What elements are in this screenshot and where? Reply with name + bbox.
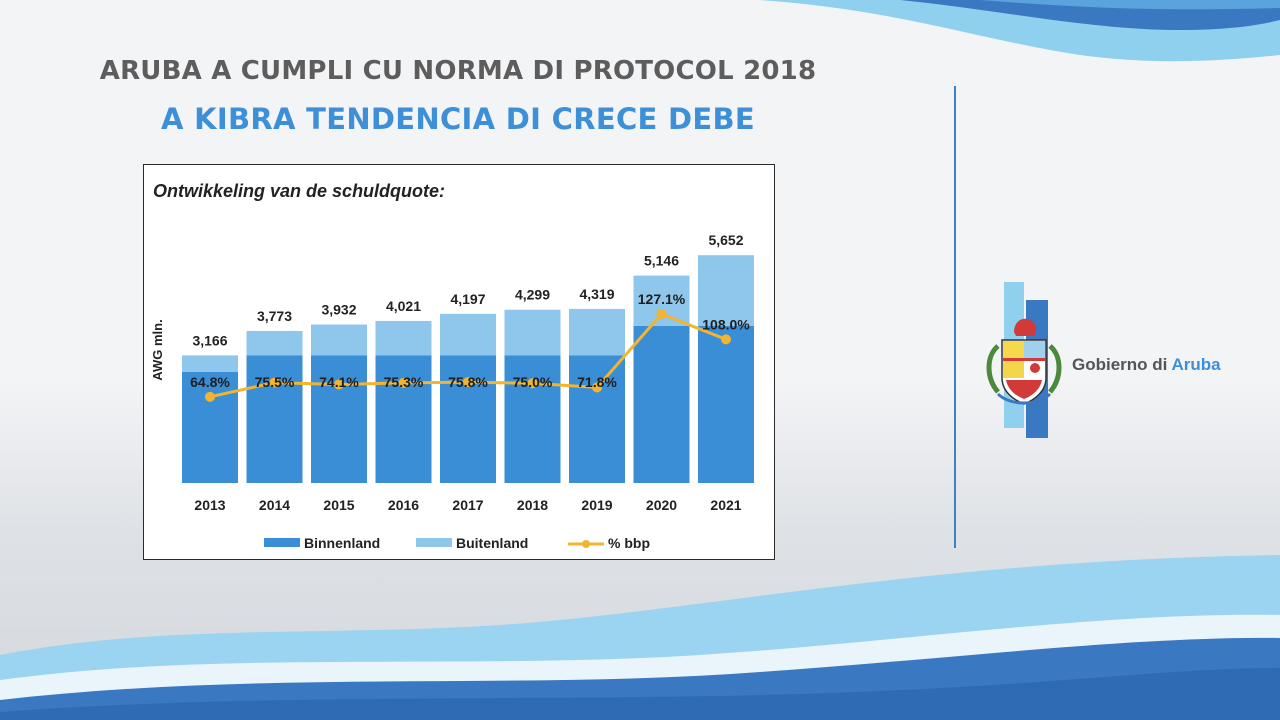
total-label-2015: 3,932	[321, 302, 356, 318]
x-tick-label-2018: 2018	[517, 497, 548, 513]
total-label-2021: 5,652	[708, 232, 743, 248]
bar-buitenland-2018	[504, 309, 561, 356]
ratio-point-2019	[592, 382, 602, 393]
x-tick-label-2015: 2015	[323, 497, 354, 513]
legend-label-binnenland: Binnenland	[304, 535, 380, 551]
y-axis-label: AWG mln.	[150, 319, 165, 380]
top-wave-edge	[980, 0, 1280, 10]
brand-name: Gobierno di Aruba	[1072, 355, 1221, 375]
shield-q3	[1003, 359, 1024, 378]
ratio-label-2013: 64.8%	[190, 374, 230, 390]
vertical-divider	[954, 86, 956, 548]
bar-binnenland-2018	[504, 355, 561, 483]
ratio-point-2016	[398, 377, 409, 388]
ratio-point-2013	[205, 391, 215, 402]
shield-base	[1006, 380, 1042, 399]
legend-swatch-binnenland	[264, 538, 300, 547]
slide-title: ARUBA A CUMPLI CU NORMA DI PROTOCOL 2018	[99, 56, 817, 86]
total-label-2013: 3,166	[192, 332, 227, 348]
legend-marker-ratio	[582, 540, 590, 548]
ratio-point-2014	[269, 377, 280, 388]
x-tick-label-2021: 2021	[710, 497, 741, 513]
bar-buitenland-2016	[375, 320, 432, 356]
bottom-wave-mid	[0, 668, 1280, 720]
ribbon	[996, 392, 1052, 405]
legend-label-buitenland: Buitenland	[456, 535, 528, 551]
x-tick-label-2014: 2014	[259, 497, 290, 513]
bar-binnenland-2015	[311, 355, 367, 483]
crest-lion	[1014, 318, 1037, 336]
x-tick-label-2016: 2016	[388, 497, 419, 513]
bar-binnenland-2021	[698, 325, 754, 483]
bar-buitenland-2013	[182, 355, 238, 372]
ratio-point-2021	[721, 334, 731, 345]
ratio-point-2020	[656, 308, 667, 319]
legend-label-ratio: % bbp	[608, 535, 650, 551]
bar-binnenland-2020	[633, 325, 690, 483]
ratio-label-2018: 75.0%	[513, 374, 553, 390]
x-tick-label-2019: 2019	[581, 497, 612, 513]
debt-chart: 3,166 2013 3,773 2014 3,932 2015 4,021 2016 4,19…	[143, 164, 775, 560]
ratio-label-2019: 71.8%	[577, 374, 617, 390]
bar-buitenland-2015	[311, 324, 367, 356]
total-label-2017: 4,197	[450, 291, 485, 307]
legend-swatch-buitenland	[416, 538, 452, 547]
chart-title: Ontwikkeling van de schuldquote:	[153, 181, 446, 201]
bar-buitenland-2014	[246, 330, 303, 356]
ratio-label-2017: 75.8%	[448, 374, 488, 390]
bar-binnenland-2019	[569, 355, 625, 483]
x-tick-label-2017: 2017	[452, 497, 483, 513]
ratio-label-2016: 75.3%	[384, 374, 424, 390]
brand-prefix: Gobierno di	[1072, 355, 1168, 374]
wreath-left	[986, 344, 1001, 394]
bar-binnenland-2016	[375, 355, 432, 483]
bar-buitenland-2021	[698, 255, 754, 326]
brand-accent: Aruba	[1171, 355, 1221, 374]
ratio-label-2020: 127.1%	[638, 291, 686, 307]
total-label-2018: 4,299	[515, 287, 550, 303]
bar-binnenland-2017	[440, 355, 496, 483]
shield-wheel	[1030, 363, 1040, 373]
ratio-point-2015	[334, 379, 344, 390]
shield-q1	[1003, 341, 1024, 359]
debt-chart-svg: 3,166 2013 3,773 2014 3,932 2015 4,021 2016 4,19…	[150, 232, 754, 551]
shield-bar	[1003, 358, 1045, 361]
bar-buitenland-2017	[440, 313, 496, 356]
ratio-point-2017	[463, 377, 473, 388]
wreath-right	[1047, 344, 1062, 394]
total-label-2014: 3,773	[257, 308, 292, 324]
x-tick-label-2020: 2020	[646, 497, 677, 513]
ratio-label-2021: 108.0%	[702, 316, 750, 332]
ratio-label-2014: 75.5%	[255, 374, 295, 390]
bar-binnenland-2013	[182, 371, 238, 483]
slide-subtitle: A KIBRA TENDENCIA DI CRECE DEBE	[160, 102, 756, 136]
shield-q2	[1024, 341, 1045, 359]
bar-binnenland-2014	[246, 355, 303, 483]
ratio-label-2015: 74.1%	[319, 374, 359, 390]
total-label-2019: 4,319	[579, 286, 614, 302]
bar-buitenland-2019	[569, 308, 625, 356]
total-label-2016: 4,021	[386, 298, 421, 314]
x-tick-label-2013: 2013	[194, 497, 225, 513]
total-label-2020: 5,146	[644, 253, 679, 269]
coat-of-arms-logo	[986, 282, 1062, 438]
ratio-point-2018	[527, 378, 538, 389]
